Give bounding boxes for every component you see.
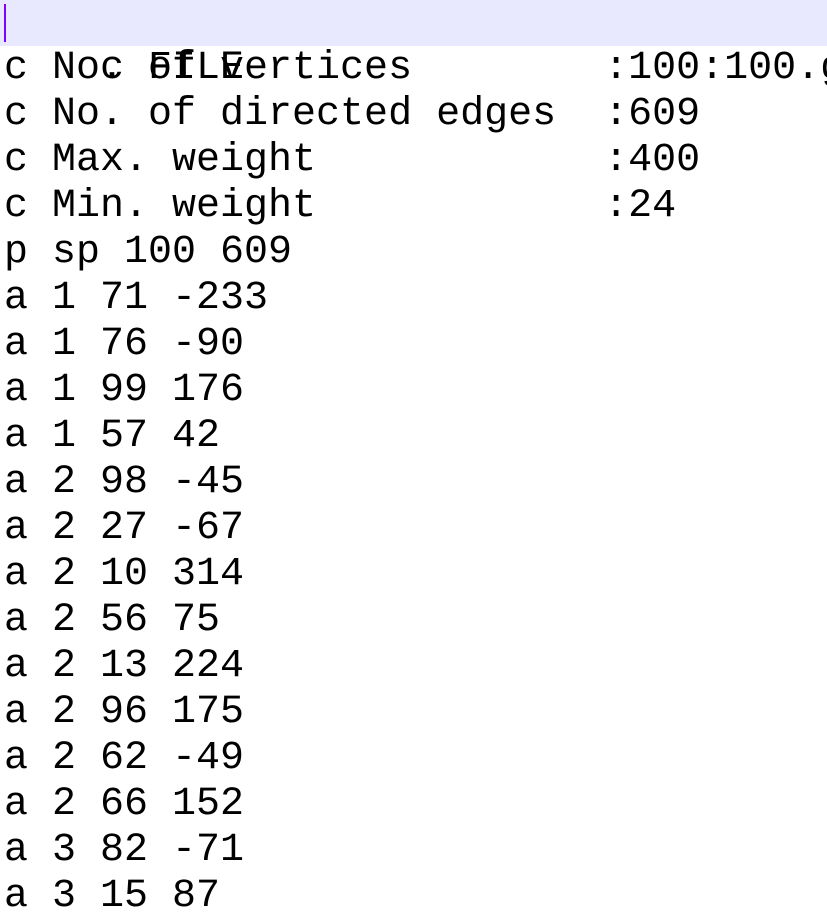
line-text: c Max. weight :400 (4, 138, 701, 183)
editor-line[interactable]: a 2 98 -45 (0, 460, 827, 506)
editor-line[interactable]: p sp 100 609 (0, 230, 827, 276)
editor-line[interactable]: a 3 15 87 (0, 874, 827, 919)
editor-line[interactable]: a 3 82 -71 (0, 828, 827, 874)
editor-line[interactable]: a 2 96 175 (0, 690, 827, 736)
line-text: a 3 82 -71 (4, 828, 245, 873)
line-text: a 2 27 -67 (4, 506, 245, 551)
line-text: a 2 10 314 (4, 552, 245, 597)
line-text: a 2 56 75 (4, 598, 221, 643)
editor-line[interactable]: a 2 13 224 (0, 644, 827, 690)
editor-line[interactable]: a 1 57 42 (0, 414, 827, 460)
line-text: a 2 66 152 (4, 782, 245, 827)
text-caret (4, 4, 6, 42)
editor-line[interactable]: a 1 76 -90 (0, 322, 827, 368)
line-text: a 3 15 87 (4, 874, 221, 919)
editor-line[interactable]: a 2 62 -49 (0, 736, 827, 782)
line-text: a 2 98 -45 (4, 460, 245, 505)
line-text: a 2 13 224 (4, 644, 245, 689)
line-text: c No. of vertices :100 (4, 46, 701, 91)
editor-line[interactable]: a 2 27 -67 (0, 506, 827, 552)
editor-line[interactable]: c Min. weight :24 (0, 184, 827, 230)
line-text: c Min. weight :24 (4, 184, 677, 229)
editor-line[interactable]: a 2 10 314 (0, 552, 827, 598)
editor-line[interactable]: a 2 56 75 (0, 598, 827, 644)
editor-line[interactable]: c No. of vertices :100 (0, 46, 827, 92)
editor-line[interactable]: c No. of directed edges :609 (0, 92, 827, 138)
line-text: a 1 99 176 (4, 368, 245, 413)
editor-line[interactable]: a 1 99 176 (0, 368, 827, 414)
line-text: a 1 57 42 (4, 414, 221, 459)
line-text: c No. of directed edges :609 (4, 92, 701, 137)
editor-line[interactable]: a 2 66 152 (0, 782, 827, 828)
line-text: a 1 71 -233 (4, 276, 269, 321)
line-text: p sp 100 609 (4, 230, 293, 275)
line-text: a 2 96 175 (4, 690, 245, 735)
editor-line[interactable]: a 1 71 -233 (0, 276, 827, 322)
editor-line[interactable]: c Max. weight :400 (0, 138, 827, 184)
line-text: a 2 62 -49 (4, 736, 245, 781)
line-text: c FILE :100.gr (100, 46, 827, 91)
line-text: a 1 76 -90 (4, 322, 245, 367)
editor-line-current[interactable]: c FILE :100.gr (0, 0, 827, 91)
